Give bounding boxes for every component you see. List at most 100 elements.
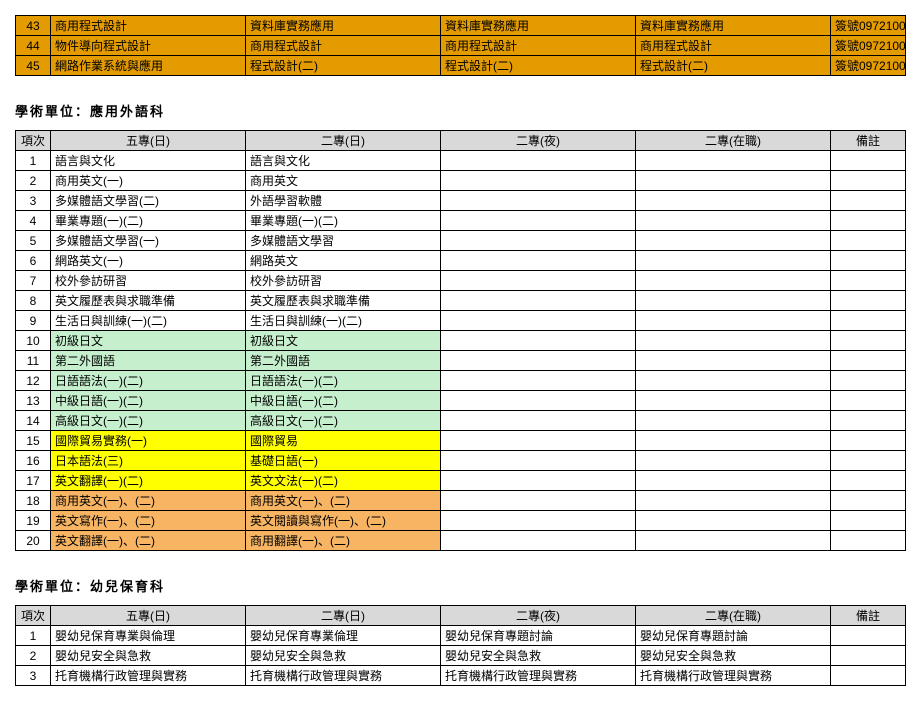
table-row: 44物件導向程式設計商用程式設計商用程式設計商用程式設計簽號0972100211…	[16, 36, 906, 56]
table-cell: 校外參訪研習	[51, 271, 246, 291]
table-cell	[831, 211, 906, 231]
table-row: 43商用程式設計資料庫實務應用資料庫實務應用資料庫實務應用簽號097210021…	[16, 16, 906, 36]
table-cell: 畢業專題(一)(二)	[246, 211, 441, 231]
table-cell: 程式設計(二)	[636, 56, 831, 76]
table-cell: 英文文法(一)(二)	[246, 471, 441, 491]
table-cell: 英文履歷表與求職準備	[51, 291, 246, 311]
table-row: 2商用英文(一)商用英文	[16, 171, 906, 191]
section-title: 學術單位：應用外語科	[15, 101, 905, 120]
table-cell	[636, 251, 831, 271]
table-cell	[831, 231, 906, 251]
table-cell	[636, 391, 831, 411]
table-cell: 8	[16, 291, 51, 311]
table-cell: 嬰幼兒保育專題討論	[636, 626, 831, 646]
table-cell: 20	[16, 531, 51, 551]
table-cell: 中級日語(一)(二)	[246, 391, 441, 411]
table-cell: 多媒體語文學習(一)	[51, 231, 246, 251]
table-cell: 1	[16, 626, 51, 646]
table-cell: 資料庫實務應用	[441, 16, 636, 36]
table-cell: 英文履歷表與求職準備	[246, 291, 441, 311]
table-cell	[441, 151, 636, 171]
table-cell: 2	[16, 646, 51, 666]
table-cell	[441, 231, 636, 251]
table-cell: 5	[16, 231, 51, 251]
table-cell: 英文閱讀與寫作(一)、(二)	[246, 511, 441, 531]
table-cell: 13	[16, 391, 51, 411]
column-header: 二專(夜)	[441, 606, 636, 626]
table-cell: 程式設計(二)	[441, 56, 636, 76]
table-cell: 19	[16, 511, 51, 531]
table-cell	[441, 291, 636, 311]
table-cell: 多媒體語文學習	[246, 231, 441, 251]
table-row: 10初級日文初級日文	[16, 331, 906, 351]
table-cell: 基礎日語(一)	[246, 451, 441, 471]
table-row: 3多媒體語文學習(二)外語學習軟體	[16, 191, 906, 211]
table-cell: 第二外國語	[51, 351, 246, 371]
table-cell	[441, 171, 636, 191]
table-cell	[441, 431, 636, 451]
table-cell: 嬰幼兒安全與急救	[636, 646, 831, 666]
table-cell	[831, 431, 906, 451]
table-cell: 3	[16, 666, 51, 686]
table-cell: 17	[16, 471, 51, 491]
table-cell: 嬰幼兒安全與急救	[441, 646, 636, 666]
table-row: 1語言與文化語言與文化	[16, 151, 906, 171]
table-cell: 第二外國語	[246, 351, 441, 371]
table-cell: 日本語法(三)	[51, 451, 246, 471]
table-cell	[636, 271, 831, 291]
table-cell	[831, 371, 906, 391]
table-cell: 12	[16, 371, 51, 391]
column-header: 二專(夜)	[441, 131, 636, 151]
table-cell: 網路作業系統與應用	[51, 56, 246, 76]
column-header: 五專(日)	[51, 131, 246, 151]
table-cell	[831, 251, 906, 271]
column-header: 項次	[16, 606, 51, 626]
table-cell: 4	[16, 211, 51, 231]
table-row: 19英文寫作(一)、(二)英文閱讀與寫作(一)、(二)	[16, 511, 906, 531]
table-row: 5多媒體語文學習(一)多媒體語文學習	[16, 231, 906, 251]
table-cell: 資料庫實務應用	[246, 16, 441, 36]
table-cell: 16	[16, 451, 51, 471]
table-cell: 商用翻譯(一)、(二)	[246, 531, 441, 551]
table-row: 4畢業專題(一)(二)畢業專題(一)(二)	[16, 211, 906, 231]
table-cell	[636, 291, 831, 311]
table-cell	[636, 491, 831, 511]
table-cell: 生活日與訓練(一)(二)	[51, 311, 246, 331]
table-cell	[441, 191, 636, 211]
table-cell: 15	[16, 431, 51, 451]
table-cell: 10	[16, 331, 51, 351]
table-cell: 初級日文	[246, 331, 441, 351]
table-cell: 網路英文(一)	[51, 251, 246, 271]
table-row: 1嬰幼兒保育專業與倫理嬰幼兒保育專業倫理嬰幼兒保育專題討論嬰幼兒保育專題討論	[16, 626, 906, 646]
table-cell: 生活日與訓練(一)(二)	[246, 311, 441, 331]
table-row: 17英文翻譯(一)(二)英文文法(一)(二)	[16, 471, 906, 491]
table-row: 3托育機構行政管理與實務托育機構行政管理與實務托育機構行政管理與實務托育機構行政…	[16, 666, 906, 686]
column-header: 項次	[16, 131, 51, 151]
course-table: 項次五專(日)二專(日)二專(夜)二專(在職)備註1嬰幼兒保育專業與倫理嬰幼兒保…	[15, 605, 906, 686]
table-cell: 校外參訪研習	[246, 271, 441, 291]
table-cell	[831, 646, 906, 666]
table-cell: 日語語法(一)(二)	[246, 371, 441, 391]
table-cell	[831, 391, 906, 411]
table-cell: 英文寫作(一)、(二)	[51, 511, 246, 531]
column-header: 二專(在職)	[636, 606, 831, 626]
table-cell: 英文翻譯(一)(二)	[51, 471, 246, 491]
table-cell: 語言與文化	[51, 151, 246, 171]
table-cell: 托育機構行政管理與實務	[441, 666, 636, 686]
table-row: 13中級日語(一)(二)中級日語(一)(二)	[16, 391, 906, 411]
table-cell	[441, 511, 636, 531]
table-cell: 14	[16, 411, 51, 431]
table-cell	[636, 231, 831, 251]
table-cell: 簽號0972100211通過	[831, 16, 906, 36]
table-cell: 國際貿易實務(一)	[51, 431, 246, 451]
table-cell: 網路英文	[246, 251, 441, 271]
table-cell	[441, 371, 636, 391]
table-cell	[831, 151, 906, 171]
table-cell	[831, 411, 906, 431]
table-cell	[831, 171, 906, 191]
table-cell: 高級日文(一)(二)	[51, 411, 246, 431]
table-cell	[636, 371, 831, 391]
table-cell	[441, 531, 636, 551]
table-row: 9生活日與訓練(一)(二)生活日與訓練(一)(二)	[16, 311, 906, 331]
table-cell	[441, 471, 636, 491]
